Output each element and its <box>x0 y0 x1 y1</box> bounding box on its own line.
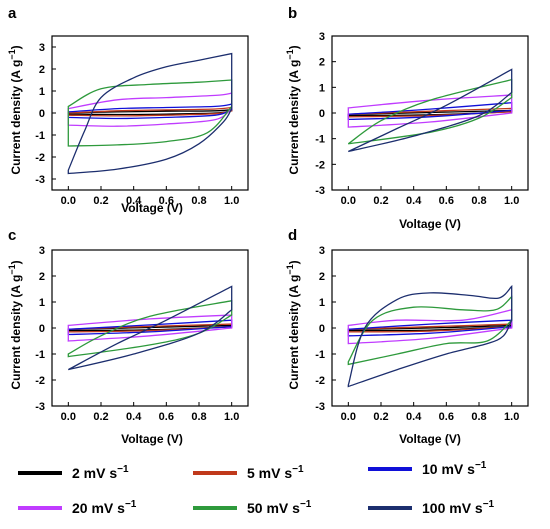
legend-label: 5 mV s−1 <box>247 464 304 481</box>
cv-curve-c-3 <box>67 314 233 342</box>
panel-letter-d: d <box>288 227 297 244</box>
y-tick-label: -2 <box>315 159 325 171</box>
cv-curve-a-5 <box>67 52 233 175</box>
x-tick-label: 0.4 <box>406 195 422 207</box>
panel-b: b -3 -2 -1 0 1 2 3 0.0 0.2 0.4 0.6 0.8 1.0 Voltage (V)… <box>285 5 529 231</box>
legend-label: 20 mV s−1 <box>72 499 137 516</box>
y-tick-label: 2 <box>39 64 45 76</box>
legend-label: 10 mV s−1 <box>422 460 487 477</box>
x-tick-label: 0.6 <box>159 195 174 207</box>
panel-letter-b: b <box>288 5 297 22</box>
y-tick-label: 0 <box>319 323 325 335</box>
x-tick-label: 0.0 <box>341 195 356 207</box>
y-tick-label: 2 <box>319 271 325 283</box>
cv-curve-b-5 <box>348 68 513 153</box>
legend-item-0: 2 mV s−1 <box>18 464 129 481</box>
legend: 2 mV s−1 5 mV s−1 10 mV s−1 20 mV s−1 50 mV … <box>18 460 495 516</box>
legend-item-3: 20 mV s−1 <box>18 499 137 516</box>
x-tick-label: 0.8 <box>191 411 206 423</box>
x-tick-label: 0.0 <box>61 195 76 207</box>
y-tick-label: -3 <box>35 401 45 413</box>
x-tick-label: 0.4 <box>126 411 142 423</box>
y-tick-label: -1 <box>35 130 45 142</box>
x-tick-label: 0.2 <box>93 411 108 423</box>
panel-letter-c: c <box>8 227 16 244</box>
y-tick-label: 3 <box>319 245 325 257</box>
x-tick-label: 0.0 <box>61 411 76 423</box>
y-tick-label: 3 <box>39 42 45 54</box>
cv-curve-d-5 <box>347 284 513 388</box>
x-axis-title: Voltage (V) <box>399 217 461 231</box>
y-axis-title: Current density (A g−1) <box>7 45 23 174</box>
x-tick-label: 0.8 <box>471 411 486 423</box>
y-tick-label: 0 <box>39 108 45 120</box>
cv-curve-b-3 <box>347 94 513 128</box>
y-tick-label: -1 <box>315 349 325 361</box>
x-tick-label: 0.8 <box>191 195 206 207</box>
x-tick-label: 1.0 <box>504 195 519 207</box>
y-tick-label: 1 <box>319 82 325 94</box>
legend-item-1: 5 mV s−1 <box>193 464 304 481</box>
panel-a: a -3 -2 -1 0 1 2 3 0.0 0.2 0.4 0.6 0.8 1.0 Voltage (V)… <box>7 5 249 215</box>
x-tick-label: 0.6 <box>439 411 454 423</box>
x-tick-label: 0.8 <box>471 195 486 207</box>
y-tick-label: -2 <box>35 375 45 387</box>
y-axis-title: Current density (A g−1) <box>285 260 301 389</box>
y-tick-label: -3 <box>35 174 45 186</box>
cv-curve-c-4 <box>67 299 233 358</box>
x-tick-label: 0.2 <box>93 195 108 207</box>
cv-curve-a-1 <box>67 106 233 117</box>
y-tick-label: 2 <box>39 271 45 283</box>
y-tick-label: 1 <box>39 86 45 98</box>
y-tick-label: -1 <box>315 134 325 146</box>
x-tick-label: 0.0 <box>341 411 356 423</box>
y-tick-label: -2 <box>315 375 325 387</box>
panels-group: a -3 -2 -1 0 1 2 3 0.0 0.2 0.4 0.6 0.8 1.0 Voltage (V)… <box>7 5 529 446</box>
x-tick-label: 1.0 <box>224 195 239 207</box>
y-axis-title: Current density (A g−1) <box>7 260 23 389</box>
x-axis-title: Voltage (V) <box>399 432 461 446</box>
panel-letter-a: a <box>8 5 17 22</box>
x-tick-label: 0.4 <box>406 411 422 423</box>
y-tick-label: -3 <box>315 185 325 197</box>
panel-c: c -3 -2 -1 0 1 2 3 0.0 0.2 0.4 0.6 0.8 1.0 Voltage (V)… <box>7 227 249 446</box>
x-axis-title: Voltage (V) <box>121 201 183 215</box>
y-tick-label: -2 <box>35 152 45 164</box>
x-tick-label: 0.6 <box>159 411 174 423</box>
y-tick-label: 3 <box>319 31 325 43</box>
y-tick-label: 2 <box>319 57 325 69</box>
x-tick-label: 0.4 <box>126 195 142 207</box>
y-axis-title: Current density (A g−1) <box>285 45 301 174</box>
cv-curve-d-4 <box>347 295 513 366</box>
y-tick-label: -3 <box>315 401 325 413</box>
x-tick-label: 0.6 <box>439 195 454 207</box>
y-tick-label: 3 <box>39 245 45 257</box>
legend-label: 50 mV s−1 <box>247 499 312 516</box>
legend-label: 2 mV s−1 <box>72 464 129 481</box>
x-tick-label: 0.2 <box>373 195 388 207</box>
y-tick-label: -1 <box>35 349 45 361</box>
y-tick-label: 1 <box>39 297 45 309</box>
x-axis-title: Voltage (V) <box>121 432 183 446</box>
x-tick-label: 0.2 <box>373 411 388 423</box>
cv-curve-c-5 <box>67 285 233 371</box>
x-tick-label: 1.0 <box>504 411 519 423</box>
legend-label: 100 mV s−1 <box>422 499 495 516</box>
y-tick-label: 0 <box>319 108 325 120</box>
y-tick-label: 1 <box>319 297 325 309</box>
legend-item-2: 10 mV s−1 <box>368 460 487 477</box>
y-tick-label: 0 <box>39 323 45 335</box>
cv-curve-d-3 <box>347 309 513 345</box>
x-tick-label: 1.0 <box>224 411 239 423</box>
panel-d: d -3 -2 -1 0 1 2 3 0.0 0.2 0.4 0.6 0.8 1.0 Voltage (V)… <box>285 227 529 446</box>
legend-item-5: 100 mV s−1 <box>368 499 495 516</box>
legend-item-4: 50 mV s−1 <box>193 499 312 516</box>
